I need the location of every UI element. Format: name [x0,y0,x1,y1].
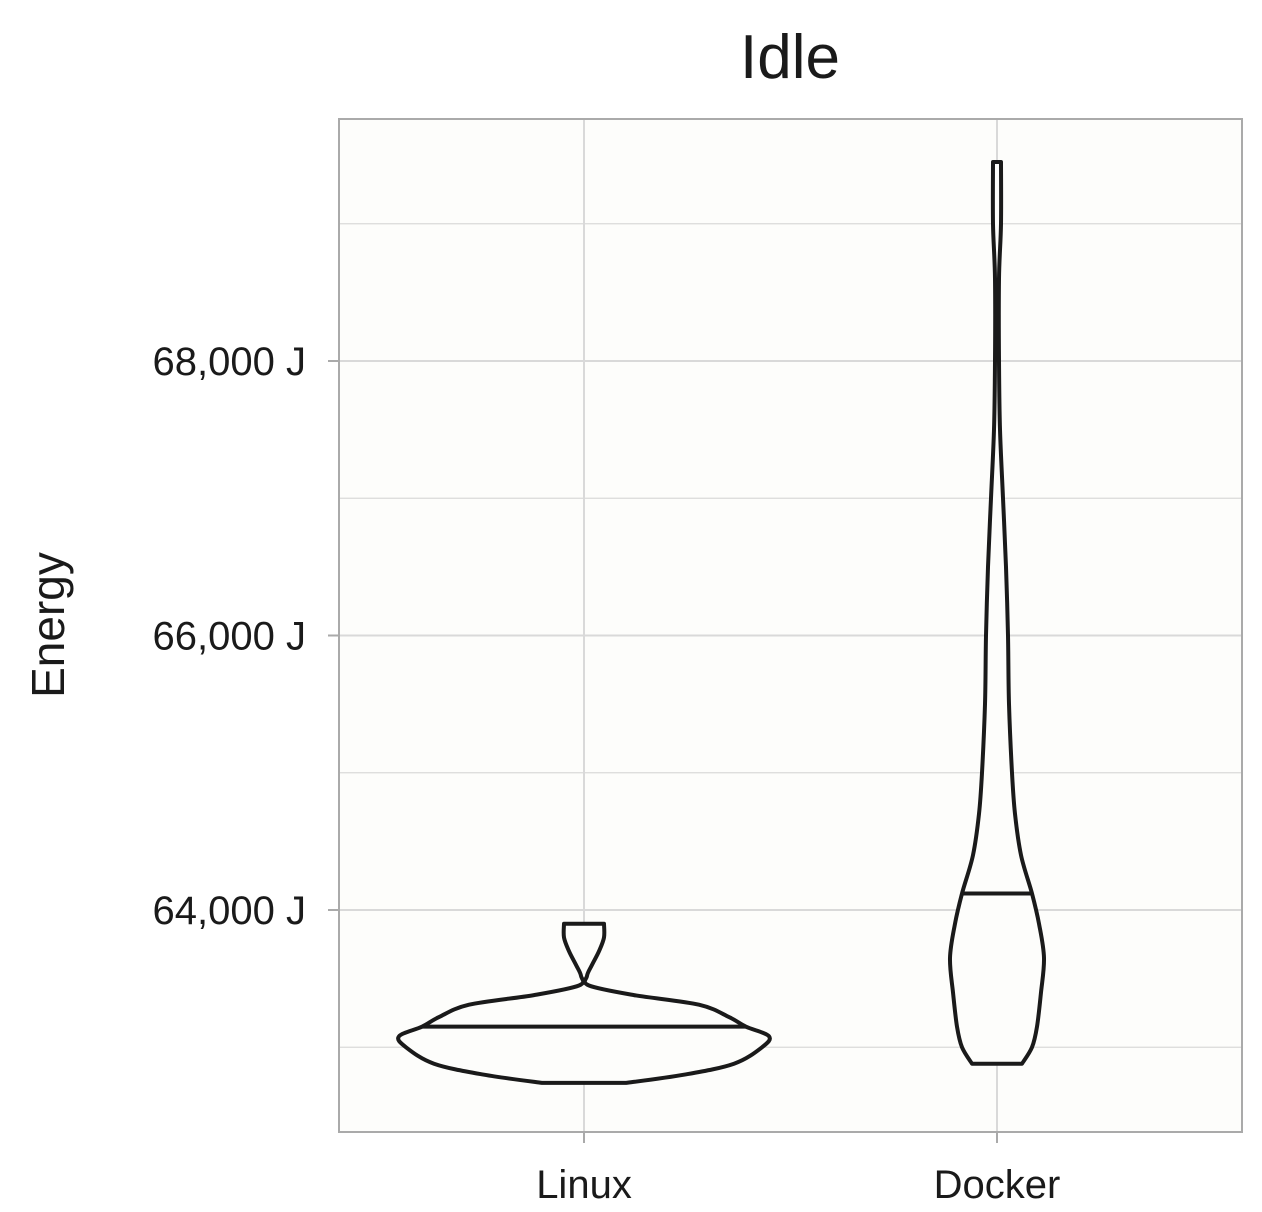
panel-border [338,118,1243,1133]
violin-layer [396,160,1047,1085]
panel-background [339,119,1242,1132]
x-tick-label: Docker [934,1163,1061,1207]
y-tick-label: 64,000 J [153,889,306,933]
axis-layer: 64,000 J 66,000 J 68,000 J Linux Docker [153,340,1061,1207]
chart-title: Idle [740,23,840,92]
x-tick-label: Linux [536,1163,632,1207]
y-tick-label: 68,000 J [153,340,306,384]
y-tick-label: 66,000 J [153,615,306,659]
violin-docker [947,160,1047,1066]
y-axis-title: Energy [22,552,74,698]
violin-linux [396,921,772,1085]
